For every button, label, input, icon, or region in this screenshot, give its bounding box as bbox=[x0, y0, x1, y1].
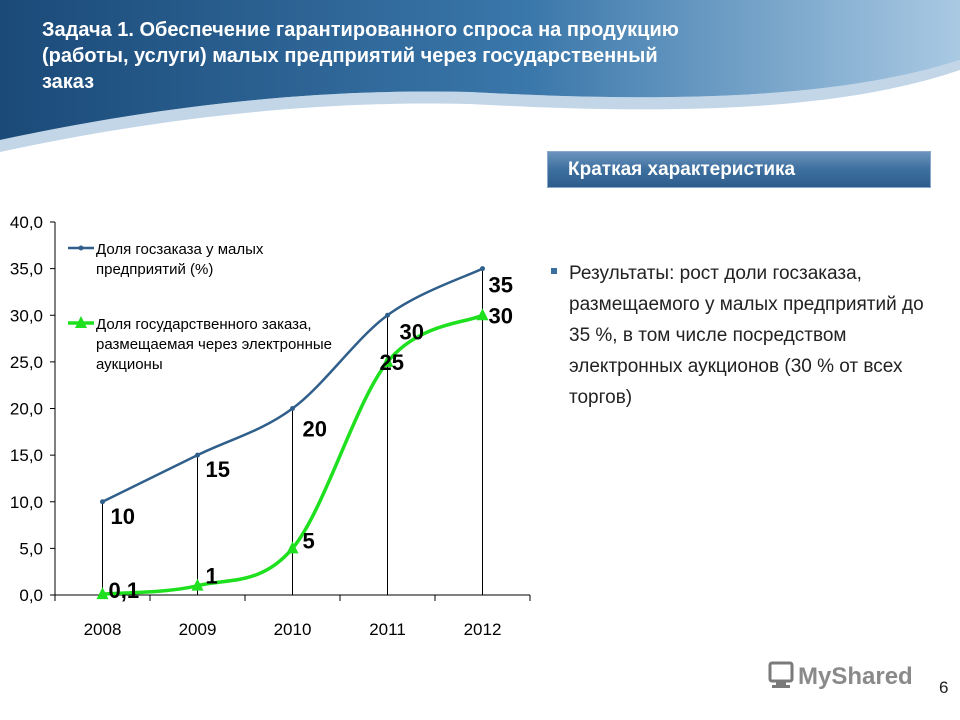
logo-text: MyShared bbox=[798, 663, 913, 690]
data-point-triangle bbox=[191, 578, 204, 591]
data-label: 1 bbox=[206, 564, 218, 589]
legend-label: предприятий (%) bbox=[96, 261, 213, 278]
slide-title: Задача 1. Обеспечение гарантированного с… bbox=[42, 19, 679, 93]
page-number: 6 bbox=[939, 678, 949, 697]
legend-label: аукционы bbox=[96, 356, 163, 373]
subtitle-box: Краткая характеристика bbox=[547, 151, 931, 188]
chart-legend: Доля госзаказа у малых предприятий (%) Дол… bbox=[68, 241, 332, 373]
legend-label: Доля государственного заказа, bbox=[96, 316, 312, 333]
data-point-dot bbox=[480, 266, 485, 272]
legend-label: Доля госзаказа у малых bbox=[96, 241, 264, 258]
bullet-list: Результаты: рост доли госзаказа, размеща… bbox=[548, 258, 948, 413]
bullet-text: Результаты: рост доли госзаказа, размеща… bbox=[569, 263, 924, 408]
bullet-square-icon bbox=[551, 268, 557, 274]
x-tick-label: 2012 bbox=[464, 620, 502, 639]
y-tick-label: 10,0 bbox=[10, 493, 43, 512]
y-tick-label: 15,0 bbox=[10, 446, 43, 465]
chart-axes: 0,0 5,0 10,0 15,0 20,0 25,0 30,0 35,0 40,0 2008 20… bbox=[10, 213, 531, 639]
header-banner bbox=[0, 0, 960, 152]
y-tick-label: 35,0 bbox=[10, 260, 43, 279]
y-tick-label: 20,0 bbox=[10, 400, 43, 419]
legend-marker-dot bbox=[78, 245, 84, 251]
myshared-logo: MyShared bbox=[768, 661, 913, 690]
data-label: 30 bbox=[489, 303, 513, 328]
data-point-triangle bbox=[381, 354, 394, 367]
y-tick-label: 30,0 bbox=[10, 306, 43, 325]
y-tick-label: 25,0 bbox=[10, 353, 43, 372]
data-point-dot bbox=[100, 499, 105, 505]
data-label: 20 bbox=[303, 417, 327, 442]
data-point-dot bbox=[385, 312, 390, 318]
data-point-triangle bbox=[286, 541, 299, 554]
x-tick-label: 2011 bbox=[369, 620, 406, 639]
series-line bbox=[102, 313, 484, 596]
data-label: 25 bbox=[380, 350, 404, 375]
line-chart: 0,0 5,0 10,0 15,0 20,0 25,0 30,0 35,0 40,0 2008 20… bbox=[10, 213, 531, 639]
data-label: 35 bbox=[489, 273, 513, 298]
x-tick-label: 2010 bbox=[274, 620, 312, 639]
data-point-dot bbox=[195, 452, 200, 458]
x-tick-label: 2009 bbox=[179, 620, 217, 639]
subtitle-text: Краткая характеристика bbox=[568, 159, 796, 180]
y-tick-label: 40,0 bbox=[10, 213, 43, 232]
legend-marker-triangle bbox=[75, 316, 87, 328]
data-label: 5 bbox=[303, 528, 315, 553]
data-label: 15 bbox=[206, 457, 230, 482]
data-label: 30 bbox=[400, 319, 424, 344]
y-tick-label: 0,0 bbox=[19, 586, 43, 605]
data-label: 10 bbox=[111, 504, 135, 529]
data-point-triangle bbox=[476, 308, 489, 321]
data-point-dot bbox=[290, 406, 295, 411]
x-tick-label: 2008 bbox=[84, 620, 122, 639]
data-point-triangle bbox=[96, 587, 109, 600]
y-tick-label: 5,0 bbox=[19, 539, 43, 558]
data-label: 0,1 bbox=[109, 578, 140, 603]
legend-label: размещаемая через электронные bbox=[96, 336, 332, 353]
series-lines bbox=[96, 266, 489, 600]
